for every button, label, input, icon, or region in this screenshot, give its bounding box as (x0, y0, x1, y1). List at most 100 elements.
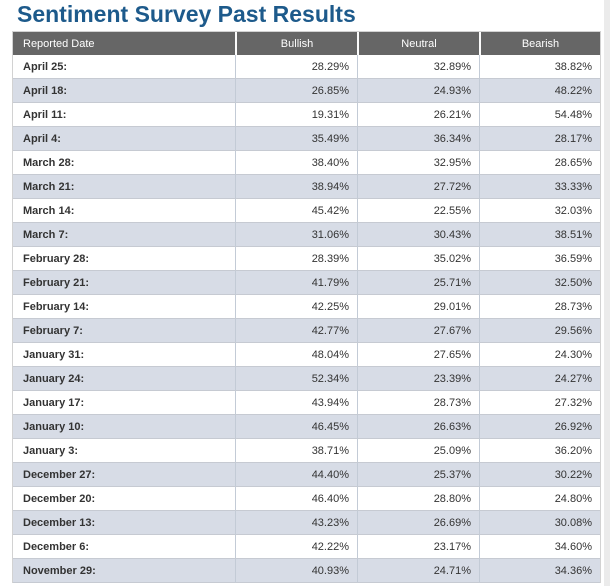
reported-date-cell: January 17: (13, 391, 235, 415)
bullish-cell: 38.94% (235, 175, 357, 199)
neutral-cell: 30.43% (357, 223, 479, 247)
reported-date-cell: March 21: (13, 175, 235, 199)
column-header-bullish: Bullish (235, 32, 357, 55)
bearish-cell: 54.48% (479, 103, 600, 127)
bullish-cell: 38.71% (235, 439, 357, 463)
table-row: March 7: 31.06% 30.43% 38.51% (13, 223, 600, 247)
table-row: November 29: 40.93% 24.71% 34.36% (13, 559, 600, 583)
reported-date-cell: January 10: (13, 415, 235, 439)
bearish-cell: 29.56% (479, 319, 600, 343)
bullish-cell: 44.40% (235, 463, 357, 487)
column-header-reported-date: Reported Date (13, 32, 235, 55)
bearish-cell: 38.51% (479, 223, 600, 247)
table-header-row: Reported Date Bullish Neutral Bearish (13, 32, 600, 55)
neutral-cell: 27.67% (357, 319, 479, 343)
bullish-cell: 26.85% (235, 79, 357, 103)
reported-date-cell: April 11: (13, 103, 235, 127)
reported-date-cell: April 25: (13, 55, 235, 79)
table-header: Reported Date Bullish Neutral Bearish (13, 32, 600, 55)
table-row: April 25: 28.29% 32.89% 38.82% (13, 55, 600, 79)
reported-date-cell: January 3: (13, 439, 235, 463)
bearish-cell: 24.27% (479, 367, 600, 391)
table-row: March 28: 38.40% 32.95% 28.65% (13, 151, 600, 175)
table-row: January 24: 52.34% 23.39% 24.27% (13, 367, 600, 391)
column-header-bearish: Bearish (479, 32, 600, 55)
reported-date-cell: December 13: (13, 511, 235, 535)
neutral-cell: 36.34% (357, 127, 479, 151)
bearish-cell: 38.82% (479, 55, 600, 79)
bearish-cell: 48.22% (479, 79, 600, 103)
table-row: January 3: 38.71% 25.09% 36.20% (13, 439, 600, 463)
bullish-cell: 42.22% (235, 535, 357, 559)
neutral-cell: 25.37% (357, 463, 479, 487)
bearish-cell: 27.32% (479, 391, 600, 415)
bearish-cell: 36.59% (479, 247, 600, 271)
table-row: January 17: 43.94% 28.73% 27.32% (13, 391, 600, 415)
table-row: April 18: 26.85% 24.93% 48.22% (13, 79, 600, 103)
neutral-cell: 32.89% (357, 55, 479, 79)
neutral-cell: 32.95% (357, 151, 479, 175)
neutral-cell: 28.73% (357, 391, 479, 415)
table-row: February 28: 28.39% 35.02% 36.59% (13, 247, 600, 271)
neutral-cell: 24.93% (357, 79, 479, 103)
neutral-cell: 23.17% (357, 535, 479, 559)
reported-date-cell: April 4: (13, 127, 235, 151)
neutral-cell: 25.71% (357, 271, 479, 295)
bearish-cell: 36.20% (479, 439, 600, 463)
bearish-cell: 30.08% (479, 511, 600, 535)
table-row: December 6: 42.22% 23.17% 34.60% (13, 535, 600, 559)
table-row: December 20: 46.40% 28.80% 24.80% (13, 487, 600, 511)
bearish-cell: 34.36% (479, 559, 600, 583)
neutral-cell: 22.55% (357, 199, 479, 223)
table-row: February 14: 42.25% 29.01% 28.73% (13, 295, 600, 319)
bullish-cell: 43.23% (235, 511, 357, 535)
neutral-cell: 26.69% (357, 511, 479, 535)
table-row: December 27: 44.40% 25.37% 30.22% (13, 463, 600, 487)
bullish-cell: 35.49% (235, 127, 357, 151)
table-row: March 14: 45.42% 22.55% 32.03% (13, 199, 600, 223)
table-body: April 25: 28.29% 32.89% 38.82% April 18: 26.8… (13, 55, 600, 583)
table-row: March 21: 38.94% 27.72% 33.33% (13, 175, 600, 199)
bearish-cell: 32.50% (479, 271, 600, 295)
neutral-cell: 35.02% (357, 247, 479, 271)
column-header-neutral: Neutral (357, 32, 479, 55)
bearish-cell: 24.30% (479, 343, 600, 367)
table-row: February 21: 41.79% 25.71% 32.50% (13, 271, 600, 295)
reported-date-cell: February 7: (13, 319, 235, 343)
bearish-cell: 26.92% (479, 415, 600, 439)
neutral-cell: 24.71% (357, 559, 479, 583)
neutral-cell: 29.01% (357, 295, 479, 319)
bearish-cell: 32.03% (479, 199, 600, 223)
page-right-gutter (604, 0, 610, 586)
reported-date-cell: December 27: (13, 463, 235, 487)
bullish-cell: 40.93% (235, 559, 357, 583)
table-row: April 11: 19.31% 26.21% 54.48% (13, 103, 600, 127)
bullish-cell: 42.77% (235, 319, 357, 343)
bullish-cell: 42.25% (235, 295, 357, 319)
bullish-cell: 43.94% (235, 391, 357, 415)
table-row: December 13: 43.23% 26.69% 30.08% (13, 511, 600, 535)
sentiment-results-table: Reported Date Bullish Neutral Bearish Ap… (12, 31, 601, 583)
reported-date-cell: December 6: (13, 535, 235, 559)
page-title: Sentiment Survey Past Results (17, 1, 356, 27)
bearish-cell: 34.60% (479, 535, 600, 559)
neutral-cell: 26.21% (357, 103, 479, 127)
reported-date-cell: February 21: (13, 271, 235, 295)
neutral-cell: 26.63% (357, 415, 479, 439)
table-row: February 7: 42.77% 27.67% 29.56% (13, 319, 600, 343)
bullish-cell: 45.42% (235, 199, 357, 223)
bearish-cell: 30.22% (479, 463, 600, 487)
reported-date-cell: April 18: (13, 79, 235, 103)
reported-date-cell: February 14: (13, 295, 235, 319)
bullish-cell: 28.39% (235, 247, 357, 271)
bearish-cell: 24.80% (479, 487, 600, 511)
neutral-cell: 28.80% (357, 487, 479, 511)
table-row: April 4: 35.49% 36.34% 28.17% (13, 127, 600, 151)
bullish-cell: 52.34% (235, 367, 357, 391)
reported-date-cell: March 28: (13, 151, 235, 175)
reported-date-cell: March 7: (13, 223, 235, 247)
reported-date-cell: January 24: (13, 367, 235, 391)
reported-date-cell: March 14: (13, 199, 235, 223)
bullish-cell: 46.45% (235, 415, 357, 439)
bullish-cell: 48.04% (235, 343, 357, 367)
